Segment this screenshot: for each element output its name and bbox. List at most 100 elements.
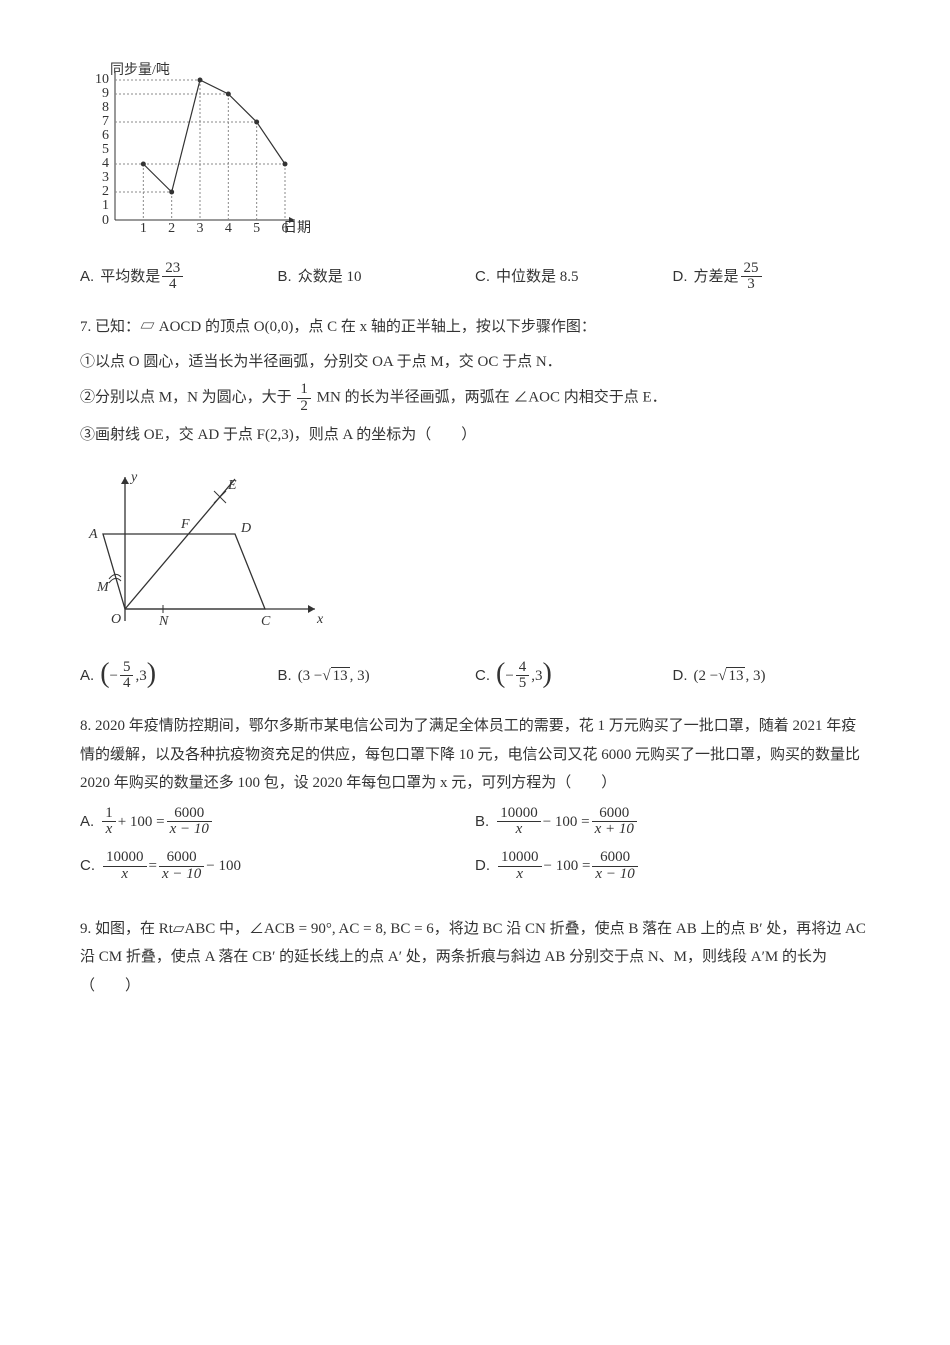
- expr-post: , 3): [350, 662, 370, 691]
- opt-label: C.: [475, 263, 490, 292]
- fraction: 1 x: [102, 806, 116, 839]
- q7-intro-text: 已知：▱ AOCD 的顶点 O(0,0)，点 C 在 x 轴的正半轴上，按以下步…: [95, 319, 596, 335]
- fraction: 6000 x − 10: [167, 806, 212, 839]
- q7-opt-a: A. ( − 5 4 , 3 ): [80, 660, 278, 693]
- svg-text:D: D: [240, 521, 251, 536]
- step2-pre: ②分别以点 M，N 为圆心，大于: [80, 390, 292, 406]
- fraction: 4 5: [516, 660, 530, 693]
- svg-text:x: x: [316, 612, 324, 627]
- svg-text:10: 10: [95, 72, 109, 87]
- svg-text:9: 9: [102, 86, 109, 101]
- fraction: 6000 x + 10: [592, 806, 637, 839]
- q6-opt-c: C. 中位数是 8.5: [475, 261, 673, 294]
- q9-body: 如图，在 Rt▱ABC 中，∠ACB = 90°, AC = 8, BC = 6…: [80, 921, 866, 994]
- fraction: 23 4: [162, 261, 183, 294]
- sign: −: [110, 662, 118, 691]
- svg-text:O: O: [111, 612, 121, 627]
- opt-label: B.: [278, 263, 292, 292]
- q-number: 7.: [80, 319, 91, 335]
- q9-text: 9. 如图，在 Rt▱ABC 中，∠ACB = 90°, AC = 8, BC …: [80, 915, 870, 1001]
- opt-label: A.: [80, 662, 94, 691]
- q-number: 9.: [80, 921, 91, 937]
- svg-text:C: C: [261, 614, 271, 629]
- q7-options: A. ( − 5 4 , 3 ) B. (3 − √13 , 3) C. ( −…: [80, 660, 870, 693]
- q7-intro: 7. 已知：▱ AOCD 的顶点 O(0,0)，点 C 在 x 轴的正半轴上，按…: [80, 313, 870, 342]
- opt-text: 众数是 10: [298, 263, 362, 292]
- fraction: 25 3: [741, 261, 762, 294]
- sqrt: √13: [718, 662, 745, 691]
- mid: − 100 =: [544, 852, 591, 881]
- svg-text:F: F: [180, 517, 190, 532]
- svg-text:y: y: [129, 470, 138, 485]
- svg-text:1: 1: [102, 198, 109, 213]
- q8-opt-d: D. 10000 x − 100 = 6000 x − 10: [475, 850, 870, 883]
- line-chart: 12345678910123456同步量/吨日期0: [80, 60, 310, 240]
- tail: − 100: [206, 852, 241, 881]
- svg-text:0: 0: [102, 213, 109, 228]
- step2-post: MN 的长为半径画弧，两弧在 ∠AOC 内相交于点 E．: [317, 390, 667, 406]
- svg-text:5: 5: [102, 142, 109, 157]
- sqrt: √13: [322, 662, 349, 691]
- svg-text:3: 3: [102, 170, 109, 185]
- expr-post: , 3): [745, 662, 765, 691]
- opt-label: D.: [673, 662, 688, 691]
- q7-step3: ③画射线 OE，交 AD 于点 F(2,3)，则点 A 的坐标为（ ）: [80, 421, 870, 450]
- geometry-diagram: y x E F D A M O N C: [80, 459, 340, 639]
- q7-step1: ①以点 O 圆心，适当长为半径画弧，分别交 OA 于点 M，交 OC 于点 N．: [80, 348, 870, 377]
- opt-label: B.: [278, 662, 292, 691]
- q8-opt-b: B. 10000 x − 100 = 6000 x + 10: [475, 806, 870, 839]
- svg-text:6: 6: [102, 128, 109, 143]
- expr-pre: (3 −: [298, 662, 323, 691]
- y-val: 3: [139, 662, 147, 691]
- svg-text:4: 4: [102, 156, 109, 171]
- fraction: 10000 x: [497, 806, 541, 839]
- q8-options: A. 1 x + 100 = 6000 x − 10 B. 10000 x − …: [80, 806, 870, 895]
- q7-opt-b: B. (3 − √13 , 3): [278, 660, 476, 693]
- q8-opt-c: C. 10000 x = 6000 x − 10 − 100: [80, 850, 475, 883]
- q6-opt-a: A. 平均数是 23 4: [80, 261, 278, 294]
- expr-pre: (2 −: [694, 662, 719, 691]
- sign: −: [505, 662, 513, 691]
- svg-text:5: 5: [253, 221, 260, 236]
- opt-label: B.: [475, 808, 489, 837]
- svg-text:2: 2: [168, 221, 175, 236]
- q6-chart: 12345678910123456同步量/吨日期0: [80, 60, 870, 251]
- opt-label: D.: [673, 263, 688, 292]
- q6-opt-b: B. 众数是 10: [278, 261, 476, 294]
- svg-text:7: 7: [102, 114, 109, 129]
- fraction: 5 4: [120, 660, 134, 693]
- opt-label: C.: [475, 662, 490, 691]
- q8-opt-a: A. 1 x + 100 = 6000 x − 10: [80, 806, 475, 839]
- opt-label: A.: [80, 263, 94, 292]
- mid: − 100 =: [543, 808, 590, 837]
- svg-text:4: 4: [225, 221, 232, 236]
- svg-text:同步量/吨: 同步量/吨: [110, 62, 170, 78]
- svg-text:1: 1: [140, 221, 147, 236]
- q7-opt-c: C. ( − 4 5 , 3 ): [475, 660, 673, 693]
- opt-text: 平均数是: [100, 263, 160, 292]
- mid: =: [149, 852, 157, 881]
- svg-text:8: 8: [102, 100, 109, 115]
- fraction: 1 2: [297, 382, 311, 415]
- fraction: 6000 x − 10: [592, 850, 637, 883]
- svg-text:E: E: [227, 478, 237, 493]
- mid: + 100 =: [118, 808, 165, 837]
- svg-text:M: M: [96, 580, 110, 595]
- y-val: 3: [535, 662, 543, 691]
- opt-text: 中位数是 8.5: [496, 263, 579, 292]
- q-number: 8.: [80, 718, 91, 734]
- q6-opt-d: D. 方差是 25 3: [673, 261, 871, 294]
- q8-body: 2020 年疫情防控期间，鄂尔多斯市某电信公司为了满足全体员工的需要，花 1 万…: [80, 718, 860, 791]
- svg-text:A: A: [88, 527, 98, 542]
- fraction: 6000 x − 10: [159, 850, 204, 883]
- q7-figure: y x E F D A M O N C: [80, 459, 870, 650]
- q7-step2: ②分别以点 M，N 为圆心，大于 1 2 MN 的长为半径画弧，两弧在 ∠AOC…: [80, 382, 870, 415]
- q6-options: A. 平均数是 23 4 B. 众数是 10 C. 中位数是 8.5 D. 方差…: [80, 261, 870, 294]
- svg-text:日期: 日期: [283, 220, 310, 236]
- svg-text:3: 3: [197, 221, 204, 236]
- svg-text:N: N: [158, 614, 169, 629]
- opt-text: 方差是: [694, 263, 739, 292]
- svg-text:2: 2: [102, 184, 109, 199]
- opt-label: D.: [475, 852, 490, 881]
- opt-label: C.: [80, 852, 95, 881]
